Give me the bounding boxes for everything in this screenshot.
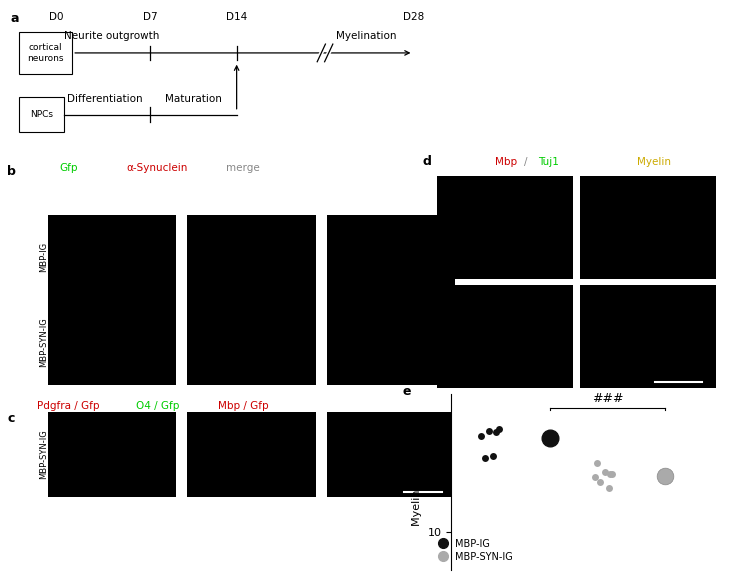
Text: Pdgfra / Gfp: Pdgfra / Gfp: [37, 400, 100, 411]
Text: e: e: [402, 385, 411, 398]
Y-axis label: Myelin/Mbp [%]: Myelin/Mbp [%]: [412, 439, 422, 526]
Point: [476, 432, 487, 441]
Point: [493, 425, 505, 434]
Text: Mbp: Mbp: [495, 156, 517, 167]
Text: D0: D0: [48, 12, 63, 22]
Text: MBP-IG: MBP-IG: [39, 242, 48, 272]
Point: [595, 477, 606, 487]
Point: [487, 452, 499, 461]
Text: Myelin: Myelin: [637, 156, 672, 167]
Point: [479, 453, 491, 462]
Point: [606, 470, 618, 479]
Text: NPCs: NPCs: [30, 110, 53, 119]
Text: Myelination: Myelination: [336, 31, 396, 41]
Text: /: /: [524, 156, 528, 167]
Text: α-Synuclein: α-Synuclein: [126, 162, 188, 173]
Text: MBP-SYN-IG: MBP-SYN-IG: [421, 312, 429, 362]
Text: c: c: [7, 412, 15, 425]
Point: [483, 426, 495, 436]
Legend: MBP-IG, MBP-SYN-IG: MBP-IG, MBP-SYN-IG: [429, 535, 517, 566]
Text: Differentiation: Differentiation: [68, 94, 143, 105]
Text: Tuj1: Tuj1: [538, 156, 559, 167]
Point: [599, 467, 611, 477]
Text: MBP-IG: MBP-IG: [421, 213, 429, 243]
Text: Mbp / Gfp: Mbp / Gfp: [218, 400, 269, 411]
Text: MBP-SYN-IG: MBP-SYN-IG: [39, 429, 48, 479]
Text: d: d: [422, 155, 431, 168]
Text: Gfp: Gfp: [59, 162, 78, 173]
Point: [603, 483, 614, 492]
Bar: [19, 32, 72, 74]
Point: [589, 472, 600, 482]
Text: D28: D28: [403, 12, 424, 22]
Text: Neurite outgrowth: Neurite outgrowth: [64, 31, 159, 41]
Text: O4 / Gfp: O4 / Gfp: [136, 400, 179, 411]
Text: MBP-SYN-IG: MBP-SYN-IG: [39, 318, 48, 368]
Text: cortical
neurons: cortical neurons: [27, 44, 64, 62]
Point: [591, 458, 603, 467]
Text: a: a: [10, 12, 19, 25]
Text: D7: D7: [143, 12, 158, 22]
Text: merge: merge: [226, 162, 260, 173]
Text: b: b: [7, 165, 16, 178]
Text: ###: ###: [592, 392, 623, 406]
Text: D14: D14: [226, 12, 247, 22]
Point: [604, 469, 616, 479]
Bar: [19, 97, 64, 132]
Text: Maturation: Maturation: [165, 94, 222, 105]
Point: [490, 427, 502, 437]
